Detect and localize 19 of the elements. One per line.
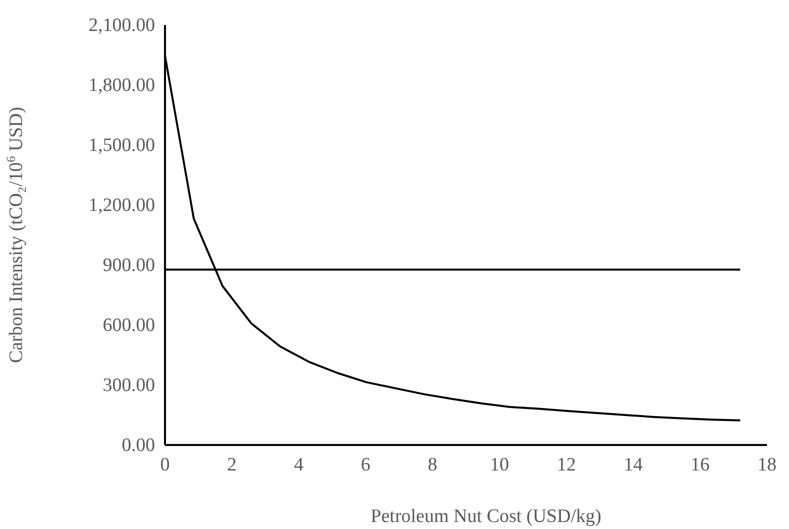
y-tick-label: 1,200.00 bbox=[88, 195, 155, 216]
x-axis-title: Petroleum Nut Cost (USD/kg) bbox=[370, 506, 602, 527]
x-tick-label: 18 bbox=[758, 454, 776, 476]
x-tick-label: 4 bbox=[294, 454, 304, 476]
x-tick-label: 0 bbox=[160, 454, 170, 476]
x-tick-label: 10 bbox=[490, 454, 509, 476]
y-tick-label: 600.00 bbox=[102, 315, 155, 336]
y-tick-label: 1,500.00 bbox=[88, 135, 155, 156]
y-tick-label: 1,800.00 bbox=[88, 75, 155, 96]
y-tick-label: 0.00 bbox=[122, 435, 155, 456]
y-tick-label: 300.00 bbox=[102, 375, 155, 396]
x-tick-label: 16 bbox=[690, 454, 710, 476]
x-tick-label: 12 bbox=[556, 454, 576, 476]
x-tick-label: 8 bbox=[428, 454, 438, 476]
y-tick-label: 900.00 bbox=[102, 255, 155, 276]
x-tick-label: 14 bbox=[624, 454, 644, 476]
y-tick-label: 2,100.00 bbox=[88, 15, 155, 36]
x-tick-label: 2 bbox=[227, 454, 237, 476]
x-tick-label: 6 bbox=[360, 454, 370, 476]
